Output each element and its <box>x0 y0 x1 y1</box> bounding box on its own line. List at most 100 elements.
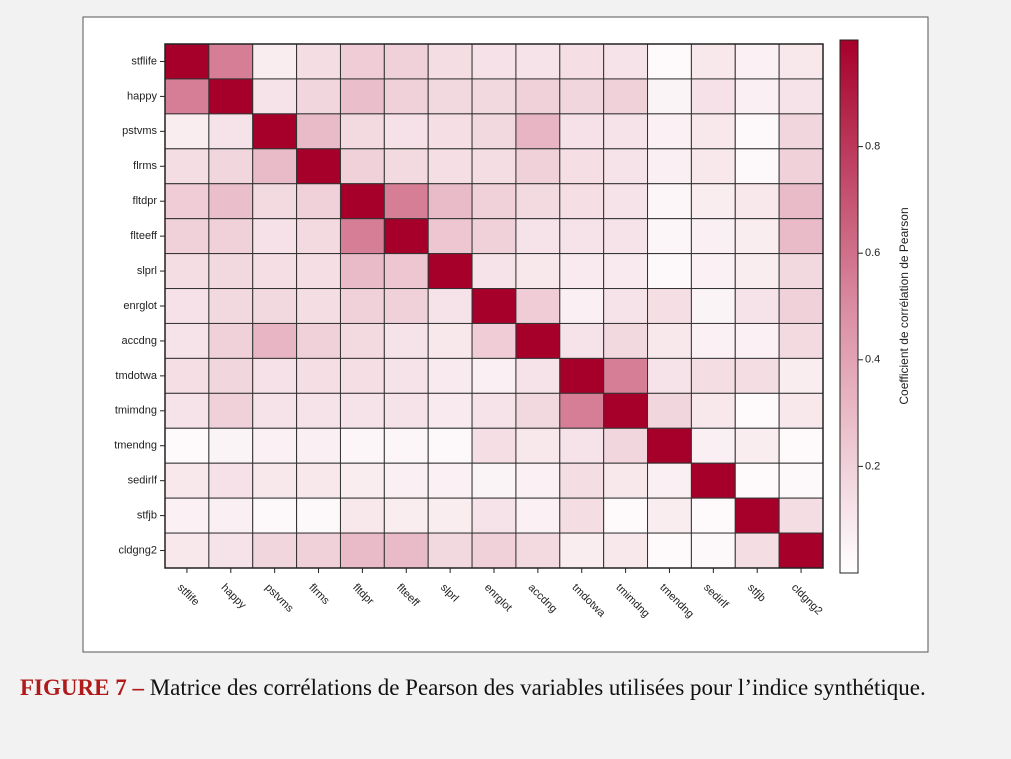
cell <box>734 497 780 534</box>
y-tick-label: tmendng <box>114 440 157 452</box>
cell <box>164 113 210 150</box>
cell <box>296 462 341 499</box>
cell <box>559 427 605 464</box>
colorbar-tick-label: 0.4 <box>865 354 880 366</box>
cell <box>603 322 649 359</box>
cell <box>208 288 254 324</box>
y-tick-label: sedirlf <box>128 475 158 487</box>
cell <box>427 357 473 394</box>
cell <box>383 78 429 115</box>
cell <box>383 288 429 324</box>
caption: FIGURE 7 – Matrice des corrélations de P… <box>20 672 992 703</box>
cell <box>603 183 649 220</box>
cell <box>252 78 298 115</box>
cell <box>471 462 517 499</box>
cell <box>339 288 385 324</box>
y-tick-label: pstvms <box>122 125 157 137</box>
cell <box>778 43 824 80</box>
cell <box>559 113 605 150</box>
cell <box>383 43 429 80</box>
y-tick-label: fltdpr <box>133 195 158 207</box>
cell <box>734 148 780 185</box>
cell <box>647 218 692 255</box>
cell <box>690 43 736 80</box>
cell <box>778 392 824 429</box>
cell <box>690 462 736 499</box>
cell <box>515 322 561 359</box>
cell <box>603 357 649 394</box>
cell <box>208 427 254 464</box>
cell <box>208 497 254 534</box>
cell <box>296 532 341 569</box>
cell <box>296 183 341 220</box>
y-tick-label: enrglot <box>123 300 157 312</box>
y-tick-label: happy <box>127 90 157 102</box>
cell <box>734 322 780 359</box>
cell <box>471 288 517 324</box>
cell <box>603 532 649 569</box>
cell <box>778 532 824 569</box>
y-tick-label: tmimdng <box>115 405 157 417</box>
colorbar-tick-label: 0.8 <box>865 141 880 153</box>
cell <box>559 322 605 359</box>
cell <box>208 462 254 499</box>
cell <box>778 497 824 534</box>
cell <box>427 427 473 464</box>
cell <box>208 357 254 394</box>
cell <box>383 497 429 534</box>
cell <box>164 78 210 115</box>
caption-text: Matrice des corrélations de Pearson des … <box>149 675 926 700</box>
cell <box>252 322 298 359</box>
cell <box>339 532 385 569</box>
y-tick-label: flteeff <box>130 230 158 242</box>
cell <box>427 148 473 185</box>
cell <box>515 218 561 255</box>
cell <box>690 322 736 359</box>
cell <box>559 497 605 534</box>
cell <box>339 43 385 80</box>
y-tick-label: stfjb <box>137 510 157 522</box>
cell <box>252 113 298 150</box>
cell <box>339 183 385 220</box>
y-tick-label: slprl <box>137 265 157 277</box>
cell <box>427 113 473 150</box>
cell <box>296 43 341 80</box>
cell <box>427 218 473 255</box>
cell <box>252 183 298 220</box>
cell <box>515 497 561 534</box>
cell <box>339 78 385 115</box>
cell <box>603 148 649 185</box>
cell <box>647 78 692 115</box>
cell <box>647 148 692 185</box>
cell <box>647 288 692 324</box>
cell <box>734 218 780 255</box>
cell <box>427 532 473 569</box>
colorbar-tick-label: 0.6 <box>865 247 880 259</box>
cell <box>471 183 517 220</box>
cell <box>383 253 429 290</box>
cell <box>559 78 605 115</box>
cell <box>296 357 341 394</box>
cell <box>296 288 341 324</box>
cell <box>427 183 473 220</box>
cell <box>164 43 210 80</box>
cell <box>778 78 824 115</box>
cell <box>778 253 824 290</box>
cell <box>383 218 429 255</box>
cell <box>559 148 605 185</box>
cell <box>296 218 341 255</box>
caption-label: FIGURE 7 – <box>20 675 144 700</box>
cell <box>471 392 517 429</box>
cell <box>427 253 473 290</box>
cell <box>339 322 385 359</box>
cell <box>778 357 824 394</box>
cell <box>471 497 517 534</box>
cell <box>690 218 736 255</box>
cell <box>603 288 649 324</box>
cell <box>515 357 561 394</box>
cell <box>427 392 473 429</box>
cell <box>208 148 254 185</box>
cell <box>603 462 649 499</box>
cell <box>734 183 780 220</box>
cell <box>383 532 429 569</box>
